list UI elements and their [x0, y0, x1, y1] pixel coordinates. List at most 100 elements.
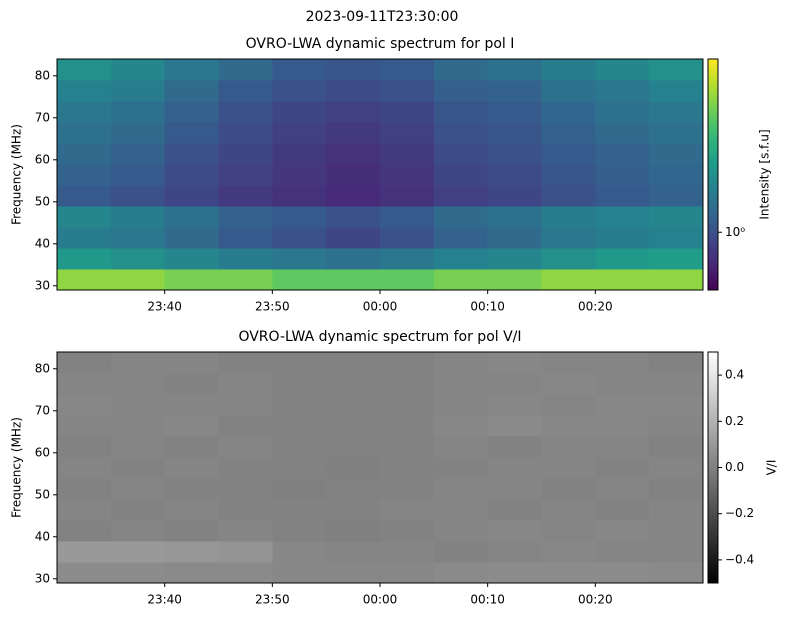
- heatmap-cell: [487, 457, 543, 479]
- heatmap-cell: [272, 101, 327, 123]
- heatmap-cell: [326, 206, 381, 228]
- heatmap-cell: [649, 520, 704, 542]
- heatmap-cell: [110, 227, 166, 249]
- heatmap-cell: [595, 143, 650, 165]
- heatmap-cell: [433, 164, 489, 186]
- heatmap-cell: [57, 206, 112, 228]
- heatmap-cell: [164, 373, 220, 395]
- heatmap-cell: [380, 394, 435, 416]
- heatmap-cell: [272, 185, 327, 207]
- heatmap-cell: [649, 101, 704, 123]
- heatmap-cell: [649, 562, 704, 584]
- heatmap-cell: [110, 373, 166, 395]
- heatmap-cell: [433, 373, 489, 395]
- heatmap-cell: [380, 373, 435, 395]
- heatmap-cell: [380, 122, 435, 144]
- heatmap-cell: [487, 143, 543, 165]
- heatmap-cell: [272, 59, 327, 81]
- heatmap-cell: [433, 206, 489, 228]
- heatmap-cell: [272, 541, 327, 563]
- heatmap-cell: [595, 248, 650, 270]
- heatmap-cell: [110, 80, 166, 102]
- heatmap-cell: [595, 269, 650, 291]
- heatmap-cell: [57, 164, 112, 186]
- heatmap-cell: [326, 436, 381, 458]
- y-axis-label: Frequency (MHz): [10, 124, 24, 225]
- heatmap-cell: [164, 457, 220, 479]
- heatmap-cell: [326, 143, 381, 165]
- heatmap-cell: [595, 122, 650, 144]
- heatmap-cell: [218, 185, 273, 207]
- heatmap-cell: [218, 499, 273, 521]
- heatmap-cell: [433, 499, 489, 521]
- heatmap-cell: [595, 185, 650, 207]
- heatmap-cell: [433, 59, 489, 81]
- heatmap-cell: [218, 562, 273, 584]
- heatmap-cell: [110, 352, 166, 374]
- heatmap-cell: [595, 436, 650, 458]
- heatmap-cell: [57, 352, 112, 374]
- heatmap-cell: [487, 80, 543, 102]
- heatmap-cell: [649, 394, 704, 416]
- figure-title: 2023-09-11T23:30:00: [306, 9, 459, 25]
- x-tick-label: 00:20: [578, 593, 613, 607]
- heatmap-cell: [541, 185, 596, 207]
- x-tick-label: 00:10: [470, 300, 505, 314]
- heatmap-cell: [326, 227, 381, 249]
- heatmap-cell: [487, 541, 543, 563]
- heatmap-cell: [326, 185, 381, 207]
- heatmap-cell: [487, 562, 543, 584]
- heatmap-cell: [272, 478, 327, 500]
- heatmap-cell: [164, 436, 220, 458]
- heatmap-cell: [57, 394, 112, 416]
- heatmap-cell: [110, 269, 166, 291]
- heatmap-cell: [649, 185, 704, 207]
- heatmap-cell: [57, 80, 112, 102]
- heatmap-cell: [649, 80, 704, 102]
- heatmap-cell: [380, 269, 435, 291]
- heatmap-cell: [487, 394, 543, 416]
- heatmap-cell: [164, 59, 220, 81]
- heatmap-cell: [380, 541, 435, 563]
- heatmap-cell: [595, 164, 650, 186]
- heatmap-cell: [164, 478, 220, 500]
- heatmap-cell: [649, 122, 704, 144]
- heatmap-cell: [487, 499, 543, 521]
- heatmap-cell: [541, 499, 596, 521]
- heatmap-cell: [649, 143, 704, 165]
- heatmap-cell: [218, 122, 273, 144]
- heatmap-cell: [649, 541, 704, 563]
- heatmap-cell: [649, 164, 704, 186]
- heatmap-cell: [57, 269, 112, 291]
- heatmap-cell: [164, 269, 220, 291]
- heatmap-cell: [164, 227, 220, 249]
- heatmap-cell: [380, 80, 435, 102]
- heatmap-cell: [433, 562, 489, 584]
- heatmap-cell: [164, 122, 220, 144]
- heatmap-cell: [164, 185, 220, 207]
- heatmap-cell: [272, 499, 327, 521]
- heatmap-cell: [541, 436, 596, 458]
- heatmap-cell: [595, 541, 650, 563]
- heatmap-cell: [110, 415, 166, 437]
- heatmap-cell: [487, 59, 543, 81]
- heatmap-cell: [541, 520, 596, 542]
- heatmap-cell: [57, 101, 112, 123]
- heatmap-cell: [218, 457, 273, 479]
- heatmap-cell: [110, 394, 166, 416]
- heatmap-cell: [595, 499, 650, 521]
- y-tick-label: 40: [35, 236, 50, 250]
- heatmap-cell: [57, 373, 112, 395]
- heatmap-cell: [110, 59, 166, 81]
- heatmap-cell: [272, 227, 327, 249]
- heatmap-cell: [110, 143, 166, 165]
- colorbar-tick-label: 0.2: [725, 414, 744, 428]
- colorbar-label: Intensity [s.f.u]: [758, 129, 772, 219]
- heatmap-cell: [57, 415, 112, 437]
- heatmap-cell: [110, 185, 166, 207]
- heatmap-cell: [595, 520, 650, 542]
- y-tick-label: 60: [35, 152, 50, 166]
- heatmap-cell: [487, 206, 543, 228]
- heatmap-cell: [487, 227, 543, 249]
- heatmap-cell: [218, 520, 273, 542]
